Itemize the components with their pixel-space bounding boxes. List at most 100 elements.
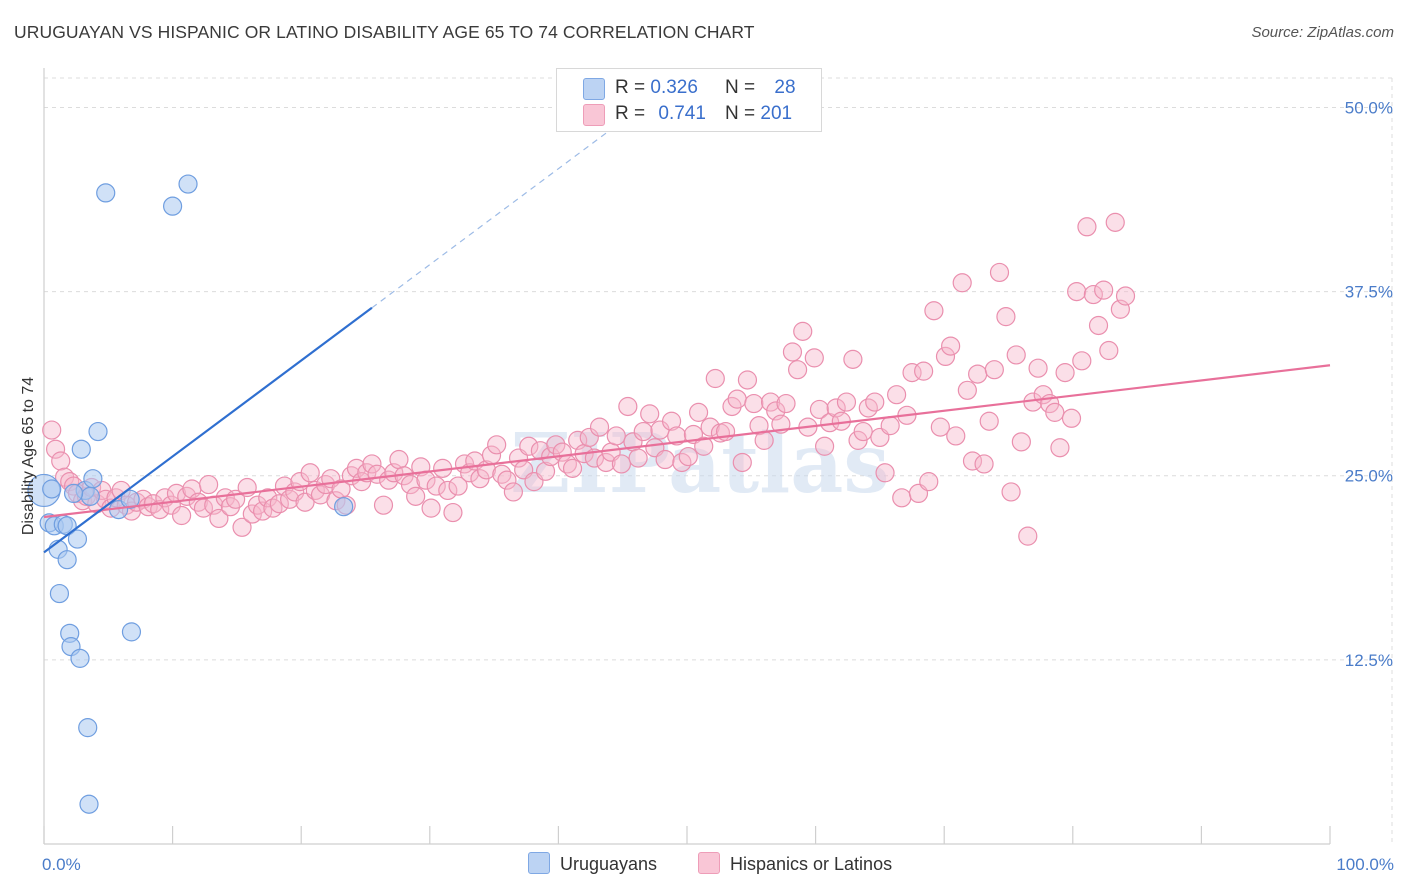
hispanics-point: [1018, 526, 1038, 546]
hispanics-point: [596, 452, 616, 473]
hispanics-point: [487, 435, 507, 455]
uruguayans-point: [163, 196, 183, 216]
uruguayans-point: [121, 622, 142, 642]
hispanics-point: [1099, 340, 1119, 361]
hispanics-point: [782, 342, 803, 362]
hispanics-point: [848, 430, 868, 450]
y-axis-label: Disability Age 65 to 74: [20, 377, 37, 535]
hispanics-point: [1006, 345, 1026, 365]
hispanics-point: [1072, 351, 1092, 371]
hispanics-point: [438, 480, 458, 501]
hispanics-point: [836, 392, 857, 412]
hispanics-point: [688, 402, 709, 422]
uruguayans-point: [334, 497, 354, 517]
hispanics-point: [1088, 315, 1109, 336]
hispanics-point: [1094, 280, 1114, 300]
hispanics-trendline: [43, 364, 1331, 519]
hispanics-point: [426, 476, 446, 496]
hispanics-point: [700, 417, 720, 437]
hispanics-point: [935, 346, 956, 367]
hispanics-point: [300, 463, 320, 483]
hispanics-point: [952, 273, 972, 293]
hispanics-point: [815, 436, 835, 456]
hispanics-point: [45, 439, 66, 459]
hispanics-point: [1067, 281, 1087, 302]
hispanics-point: [421, 498, 441, 518]
hispanics-point: [546, 435, 566, 455]
hispanics-point: [1061, 408, 1082, 428]
hispanics-point: [150, 500, 170, 520]
uruguayans-swatch: [583, 78, 605, 100]
hispanics-point: [754, 430, 774, 450]
hispanics-point: [989, 262, 1010, 283]
hispanics-point: [373, 495, 394, 515]
hispanics-point: [924, 301, 944, 321]
r-value: 0.741: [658, 103, 706, 124]
x-tick-labels: 0.0% 100.0%: [42, 855, 1394, 874]
hispanics-point: [42, 420, 62, 440]
hispanics-point: [804, 348, 824, 368]
hispanics-point: [172, 505, 192, 526]
r-label: R =: [615, 77, 646, 98]
hispanics-point: [448, 476, 468, 496]
hispanics-point: [914, 361, 934, 381]
hispanics-point: [519, 436, 539, 456]
hispanics-point: [362, 454, 382, 474]
hispanics-point: [1055, 363, 1075, 383]
hispanics-point: [443, 502, 463, 523]
hispanics-point: [705, 368, 725, 389]
uruguayans-swatch: [528, 852, 550, 874]
axes: [43, 68, 1331, 845]
uruguayans-point: [120, 489, 140, 509]
hispanics-point: [618, 396, 638, 417]
source-credit: Source: ZipAtlas.com: [1251, 24, 1394, 41]
r-label: R =: [615, 103, 646, 124]
hispanics-point: [865, 392, 885, 412]
n-label: N =: [725, 103, 756, 124]
x-tick-label: 0.0%: [42, 855, 81, 874]
hispanics-point: [776, 393, 796, 414]
hispanics-point: [732, 452, 752, 473]
hispanics-point: [843, 349, 863, 369]
uruguayans-trendline-extension: [371, 120, 624, 309]
uruguayans-point: [70, 648, 90, 668]
hispanics-point: [1050, 438, 1070, 458]
x-tick-label: 100.0%: [1336, 855, 1394, 874]
hispanics-point: [655, 449, 675, 470]
hispanics-point: [941, 336, 961, 356]
hispanics-point: [946, 426, 966, 446]
legend-label: Hispanics or Latinos: [730, 854, 893, 874]
hispanics-point: [919, 472, 939, 492]
hispanics-point: [793, 321, 813, 341]
hispanics-point: [51, 451, 71, 471]
uruguayans-point: [178, 174, 198, 194]
uruguayans-point: [63, 483, 84, 504]
hispanics-point: [749, 416, 769, 436]
hispanics-point: [406, 486, 426, 506]
uruguayans-point: [71, 439, 91, 459]
uruguayans-points: [27, 174, 354, 814]
hispanics-point: [661, 411, 682, 431]
hispanics-point: [400, 474, 421, 495]
uruguayans-point: [42, 479, 62, 499]
hispanics-point: [930, 417, 950, 437]
hispanics-point: [880, 416, 900, 436]
hispanics-point: [853, 421, 873, 442]
hispanics-point: [503, 482, 523, 502]
uruguayans-point: [96, 183, 116, 203]
uruguayans-trendline: [43, 306, 373, 554]
hispanics-point: [979, 411, 999, 431]
hispanics-point: [996, 307, 1016, 327]
hispanics-point: [247, 495, 268, 515]
legend-item-uruguayans[interactable]: Uruguayans: [528, 852, 657, 875]
hispanics-point: [962, 451, 983, 471]
hispanics-point: [1077, 217, 1097, 237]
uruguayans-point: [49, 583, 70, 604]
hispanics-point: [875, 463, 895, 483]
hispanics-point: [737, 370, 758, 390]
legend-item-hispanics[interactable]: Hispanics or Latinos: [698, 852, 892, 875]
hispanics-point: [1001, 482, 1021, 502]
y-tick-label: 50.0%: [1345, 98, 1393, 117]
hispanics-point: [640, 404, 660, 424]
